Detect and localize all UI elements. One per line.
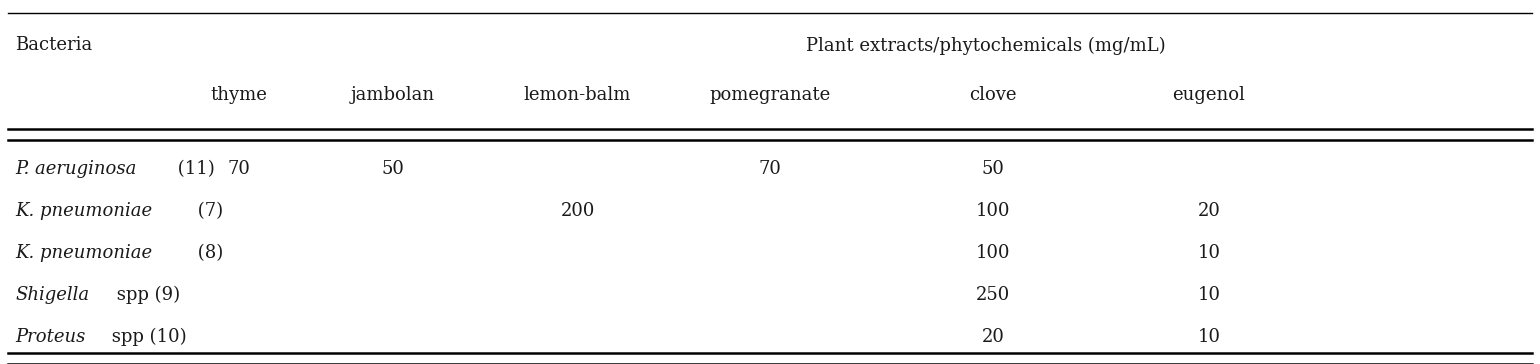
Text: clove: clove xyxy=(970,86,1016,104)
Text: (8): (8) xyxy=(192,244,223,262)
Text: eugenol: eugenol xyxy=(1172,86,1246,104)
Text: 250: 250 xyxy=(976,286,1010,304)
Text: 10: 10 xyxy=(1198,286,1220,304)
Text: spp (9): spp (9) xyxy=(111,286,180,304)
Text: spp (10): spp (10) xyxy=(106,328,186,346)
Text: 50: 50 xyxy=(382,160,403,178)
Text: 200: 200 xyxy=(561,202,594,220)
Text: P. aeruginosa: P. aeruginosa xyxy=(15,160,137,178)
Text: pomegranate: pomegranate xyxy=(710,86,830,104)
Text: 70: 70 xyxy=(228,160,249,178)
Text: 100: 100 xyxy=(976,202,1010,220)
Text: 100: 100 xyxy=(976,244,1010,262)
Text: Proteus: Proteus xyxy=(15,328,86,346)
Text: 50: 50 xyxy=(983,160,1004,178)
Text: Bacteria: Bacteria xyxy=(15,36,92,55)
Text: Shigella: Shigella xyxy=(15,286,89,304)
Text: 20: 20 xyxy=(1198,202,1220,220)
Text: K. pneumoniae: K. pneumoniae xyxy=(15,244,152,262)
Text: (11): (11) xyxy=(172,160,214,178)
Text: 10: 10 xyxy=(1198,244,1220,262)
Text: 70: 70 xyxy=(759,160,781,178)
Text: thyme: thyme xyxy=(211,86,266,104)
Text: jambolan: jambolan xyxy=(351,86,434,104)
Text: (7): (7) xyxy=(192,202,223,220)
Text: K. pneumoniae: K. pneumoniae xyxy=(15,202,152,220)
Text: lemon-balm: lemon-balm xyxy=(524,86,631,104)
Text: 20: 20 xyxy=(983,328,1004,346)
Text: Plant extracts/phytochemicals (mg/mL): Plant extracts/phytochemicals (mg/mL) xyxy=(805,36,1166,55)
Text: 10: 10 xyxy=(1198,328,1220,346)
